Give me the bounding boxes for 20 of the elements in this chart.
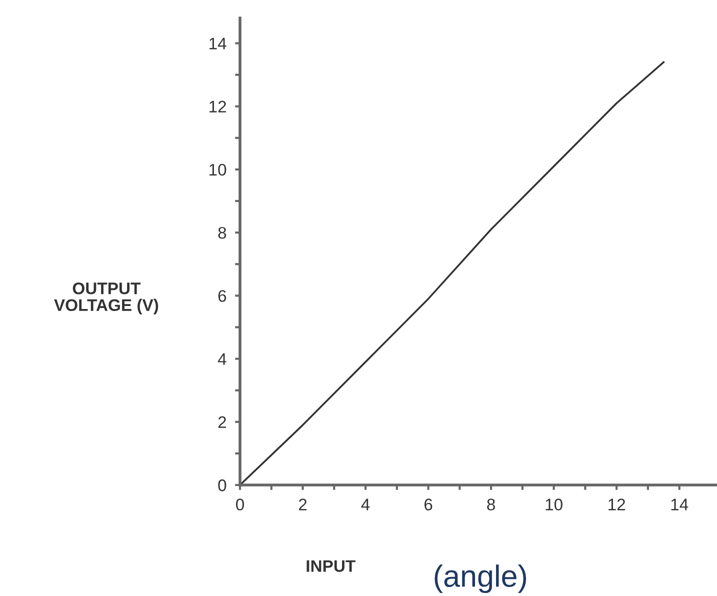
x-tick-label: 0 bbox=[236, 498, 244, 510]
x-tick-label: 10 bbox=[546, 498, 562, 510]
text: (angle) bbox=[434, 564, 526, 594]
line-series bbox=[240, 61, 665, 485]
y-tick-label: 0 bbox=[218, 479, 226, 492]
y-tick-label: 8 bbox=[218, 226, 226, 239]
x-tick-label: 8 bbox=[487, 498, 495, 510]
y-tick-label: 10 bbox=[210, 164, 226, 176]
x-tick-label: 12 bbox=[608, 498, 626, 510]
x-axis-title: INPUT bbox=[306, 560, 356, 572]
x-tick-label: 2 bbox=[298, 498, 307, 510]
y-axis-title: OUTPUT VOLTAGE (V) bbox=[54, 282, 158, 314]
y-tick-label: 12 bbox=[210, 100, 226, 112]
y-tick-label: 2 bbox=[218, 416, 226, 428]
x-tick-label: 14 bbox=[671, 498, 688, 510]
x-tick-label: 4 bbox=[361, 498, 370, 510]
y-tick-label: 6 bbox=[218, 290, 226, 302]
x-tick-label: 6 bbox=[424, 498, 432, 510]
y-tick-label: 4 bbox=[218, 353, 226, 365]
y-tick-label: 14 bbox=[210, 38, 226, 50]
